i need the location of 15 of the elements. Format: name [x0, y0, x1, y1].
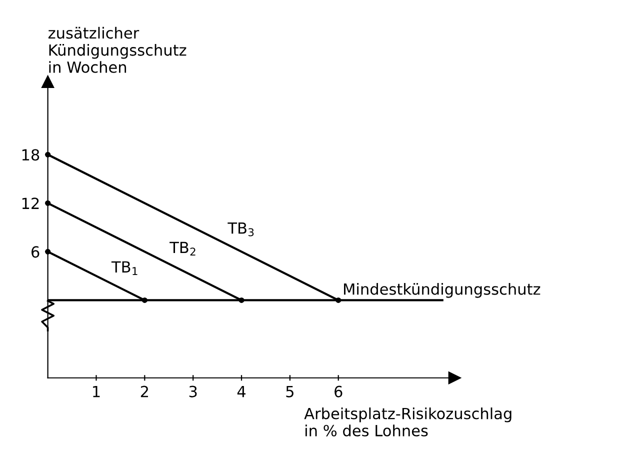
x-axis-title: Arbeitsplatz-Risikozuschlag in % des Lohnes: [304, 407, 512, 436]
x-tick-label: 1: [93, 386, 100, 398]
ref-line-label: Mindestkündigungsschutz: [344, 283, 540, 298]
x-tick-label: 3: [189, 386, 197, 398]
x-tick-label: 2: [140, 386, 148, 398]
series-label: TB$_{1}$: [111, 261, 138, 275]
x-tick-label: 5: [286, 386, 294, 398]
series-label: TB$_{2}$: [170, 242, 196, 256]
y-tick-label: 6: [32, 246, 40, 258]
x-tick-label: 6: [334, 386, 342, 398]
x-tick-label: 4: [237, 386, 246, 398]
series-label: TB$_{3}$: [228, 222, 254, 236]
y-tick-label: 18: [22, 149, 40, 161]
y-tick-label: 12: [22, 198, 39, 209]
y-axis-title: zusätzlicher Kündigungsschutz in Wochen: [48, 26, 186, 73]
